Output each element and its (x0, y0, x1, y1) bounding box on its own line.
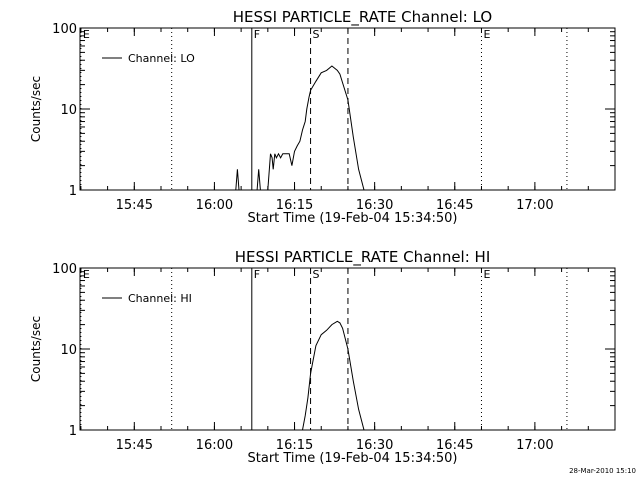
x-tick-label: 17:00 (516, 438, 553, 453)
x-tick-label: 15:45 (116, 438, 153, 453)
series-line (302, 320, 365, 431)
chart-title: HESSI PARTICLE_RATE Channel: LO (233, 8, 492, 27)
x-axis-label: Start Time (19-Feb-04 15:34:50) (248, 451, 458, 466)
y-axis-label: Counts/sec (29, 76, 43, 142)
y-tick-label: 1 (69, 184, 77, 199)
marker-label: E (83, 28, 90, 41)
y-tick-label: 100 (52, 22, 77, 37)
x-tick-label: 16:15 (276, 198, 313, 213)
x-tick-label: 16:30 (356, 198, 393, 213)
panel-lo-channel: HESSI PARTICLE_RATE Channel: LO Start Tim… (29, 8, 616, 226)
chart-title: HESSI PARTICLE_RATE Channel: HI (235, 248, 491, 267)
marker-label: S (313, 268, 320, 281)
x-tick-label: 16:45 (436, 198, 473, 213)
y-axis-label: Counts/sec (29, 316, 43, 382)
marker-label: F (254, 28, 260, 41)
x-tick-label: 16:30 (356, 438, 393, 453)
marker-label: S (313, 28, 320, 41)
marker-label: E (483, 28, 490, 41)
x-tick-label: 16:00 (196, 198, 233, 213)
x-tick-label: 16:45 (436, 438, 473, 453)
series-line (235, 65, 365, 191)
legend-label: Channel: LO (128, 52, 195, 65)
y-tick-label: 100 (52, 262, 77, 277)
legend-label: Channel: HI (128, 292, 192, 305)
x-axis-label: Start Time (19-Feb-04 15:34:50) (248, 211, 458, 226)
x-tick-label: 16:00 (196, 438, 233, 453)
y-tick-label: 10 (60, 103, 77, 118)
marker-label: E (483, 268, 490, 281)
footer-timestamp: 28-Mar-2010 15:10 (569, 467, 636, 475)
x-tick-label: 17:00 (516, 198, 553, 213)
y-tick-label: 10 (60, 343, 77, 358)
panel-hi-channel: HESSI PARTICLE_RATE Channel: HI Start Tim… (29, 248, 616, 466)
y-tick-label: 1 (69, 424, 77, 439)
x-tick-label: 15:45 (116, 198, 153, 213)
marker-label: F (254, 268, 260, 281)
x-tick-label: 16:15 (276, 438, 313, 453)
marker-label: E (83, 268, 90, 281)
